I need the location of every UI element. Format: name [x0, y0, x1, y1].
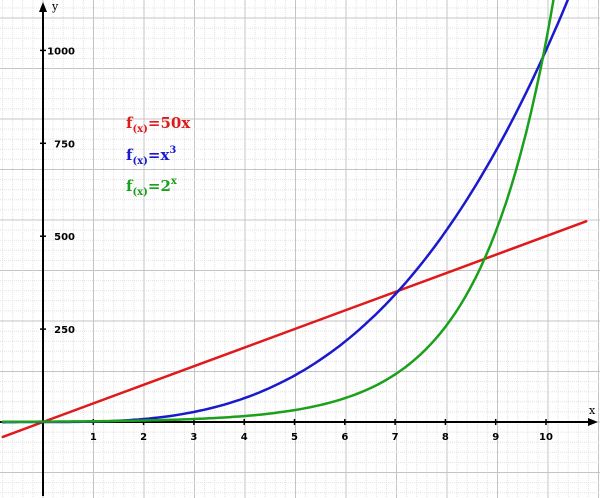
series-line-2: [1, 0, 570, 424]
x-tick-label: 6: [341, 432, 348, 443]
y-tick-label: 1000: [47, 46, 75, 57]
x-tick-label: 7: [392, 432, 399, 443]
x-axis-arrow: [588, 418, 598, 426]
legend-item-2: f(x)=x3: [126, 145, 176, 167]
x-tick-label: 9: [492, 432, 499, 443]
x-tick-label: 5: [291, 432, 298, 443]
y-axis-arrow: [39, 2, 47, 12]
ticks: 12345678910-2502505007501000125015001750…: [40, 46, 553, 443]
legend-item-3: f(x)=2x: [126, 176, 178, 198]
x-tick-label: 2: [140, 432, 147, 443]
x-tick-label: 1: [90, 432, 97, 443]
x-tick-label: 10: [539, 432, 553, 443]
series-line-1: [1, 220, 588, 439]
series-line-3: [1, 0, 555, 424]
y-axis-label: y: [51, 0, 59, 13]
x-tick-label: 8: [442, 432, 449, 443]
x-axis-label: x: [589, 404, 596, 417]
legend-item-1: f(x)=50x: [126, 114, 191, 135]
curves: [1, 0, 588, 439]
x-tick-label: 3: [190, 432, 197, 443]
x-tick-label: 4: [241, 432, 248, 443]
y-tick-label: 250: [54, 325, 75, 336]
y-tick-label: 750: [54, 139, 75, 150]
legend: f(x)=50x f(x)=x3 f(x)=2x: [126, 114, 191, 198]
y-tick-label: 500: [54, 232, 75, 243]
